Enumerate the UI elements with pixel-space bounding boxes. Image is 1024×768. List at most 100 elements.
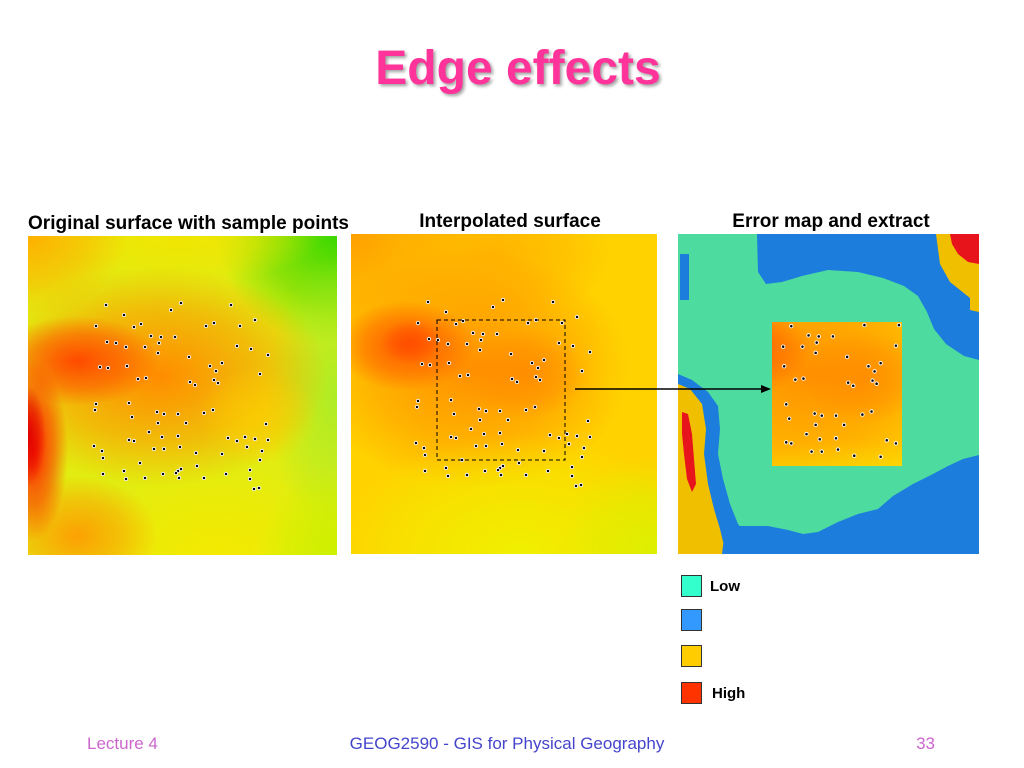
sample-point [201, 475, 207, 481]
sample-point [448, 434, 454, 440]
sample-point [556, 340, 562, 346]
sample-point [131, 438, 137, 444]
sample-point [869, 409, 874, 414]
sample-point [103, 302, 109, 308]
sample-point [123, 344, 129, 350]
sample-point [499, 441, 505, 447]
sample-point [425, 299, 431, 305]
sample-point [482, 468, 488, 474]
sample-point [514, 379, 520, 385]
sample-point [252, 436, 258, 442]
sample-point [427, 362, 433, 368]
sample-point [819, 449, 824, 454]
sample-point [851, 383, 856, 388]
sample-point [819, 413, 824, 418]
sample-point [178, 466, 184, 472]
sample-point [257, 371, 263, 377]
sample-point [135, 376, 141, 382]
sample-point [158, 334, 164, 340]
sample-point [225, 435, 231, 441]
sample-point [477, 417, 483, 423]
sample-point [893, 441, 899, 446]
original-surface-map [28, 236, 337, 555]
sample-point [148, 333, 154, 339]
sample-point [465, 372, 471, 378]
sample-point [800, 344, 805, 349]
sample-point [806, 333, 811, 338]
extract-surface-shading [772, 322, 902, 466]
sample-point [247, 467, 253, 473]
sample-point [500, 463, 506, 469]
sample-point [151, 446, 157, 452]
footer-lecture: Lecture 4 [87, 734, 158, 753]
sample-point [525, 320, 531, 326]
sample-point [573, 483, 579, 489]
sample-point [789, 441, 794, 446]
sample-point [457, 373, 463, 379]
original-surface-raster [28, 236, 337, 555]
sample-point [817, 437, 822, 442]
sample-point [585, 418, 591, 424]
sample-point [419, 361, 425, 367]
sample-point [203, 323, 209, 329]
sample-point [569, 464, 575, 470]
sample-point [470, 330, 476, 336]
sample-point [422, 468, 428, 474]
sample-point [211, 377, 217, 383]
sample-point [581, 445, 587, 451]
interpolated-surface-shading [351, 234, 657, 554]
legend-swatch-3 [681, 645, 702, 667]
sample-point [483, 443, 489, 449]
sample-point [878, 454, 883, 459]
sample-point [237, 323, 243, 329]
sample-point [186, 354, 192, 360]
sample-point [92, 407, 98, 413]
error-zone-class-4 [682, 412, 696, 492]
sample-point [533, 374, 539, 380]
sample-point [473, 443, 479, 449]
sample-point [210, 407, 216, 413]
sample-point [228, 302, 234, 308]
sample-point [833, 413, 839, 418]
sample-point [99, 448, 105, 454]
interpolated-extract [772, 322, 902, 466]
sample-point [219, 360, 225, 366]
sample-point [789, 323, 794, 329]
sample-point [833, 436, 839, 441]
sample-point [207, 363, 213, 369]
sample-point [535, 365, 541, 371]
sample-point [159, 434, 165, 440]
sample-point [537, 377, 543, 383]
surface-shading [381, 320, 441, 364]
sample-point [104, 339, 110, 345]
sample-point [194, 463, 200, 469]
sample-point [201, 410, 207, 416]
sample-point [155, 350, 161, 356]
sample-point [248, 346, 254, 352]
surface-shading [257, 465, 337, 555]
sample-point [451, 411, 457, 417]
sample-point [780, 344, 786, 349]
sample-point [500, 297, 506, 303]
sample-point [574, 433, 580, 439]
sample-point [478, 337, 484, 343]
sample-point [569, 473, 575, 479]
sample-point [570, 343, 576, 349]
sample-point [113, 340, 119, 346]
sample-point [175, 411, 181, 417]
sample-point [566, 441, 572, 447]
sample-point [126, 400, 132, 406]
error-map [678, 234, 979, 554]
sample-point [579, 368, 585, 374]
sample-point [860, 412, 865, 417]
arrow-head-icon [761, 385, 771, 393]
sample-point [893, 343, 899, 348]
sample-point [183, 420, 189, 426]
sample-point [100, 471, 106, 477]
sample-point [862, 322, 867, 328]
sample-point [564, 431, 570, 437]
surface-shading [587, 254, 657, 494]
sample-point [215, 380, 221, 386]
sample-point [872, 369, 877, 374]
sample-point [265, 352, 271, 358]
